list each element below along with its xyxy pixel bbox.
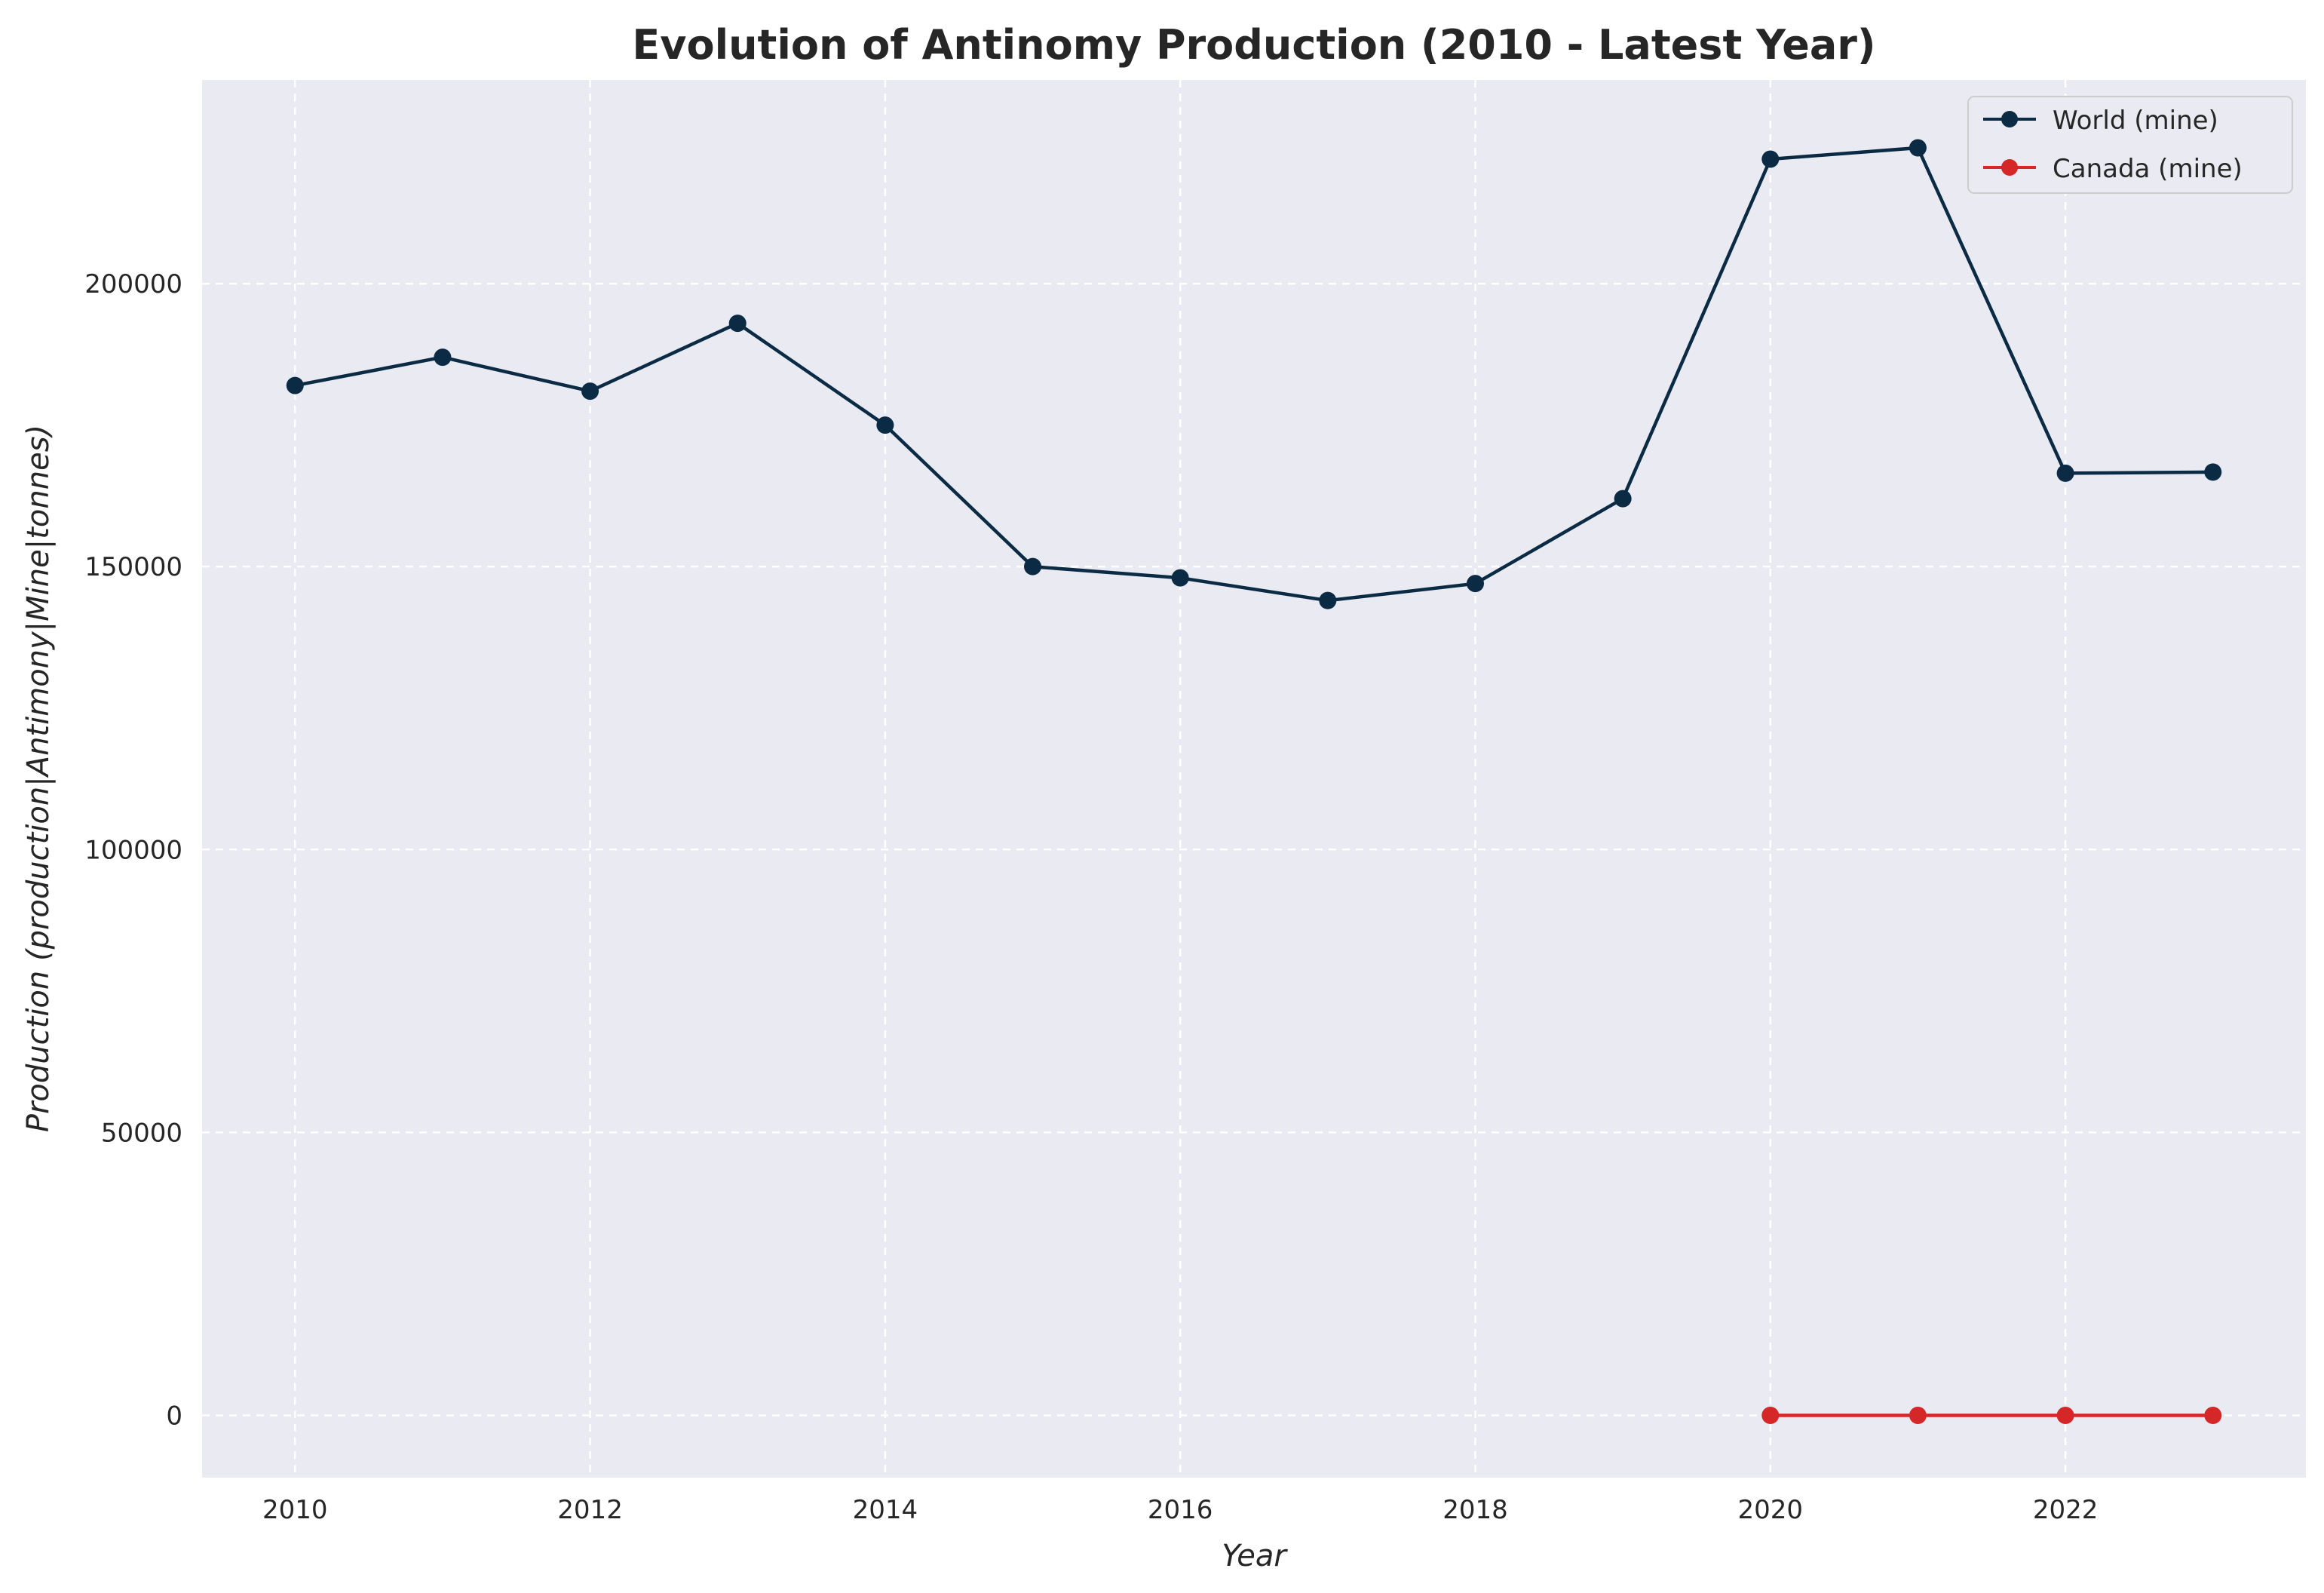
y-tick-label: 50000	[101, 1118, 182, 1148]
y-tick-label: 100000	[84, 835, 182, 865]
series-world	[286, 139, 2222, 609]
data-point	[1614, 490, 1632, 508]
y-tick-label: 200000	[84, 269, 182, 299]
series-line	[294, 146, 2213, 603]
data-point	[876, 416, 894, 434]
x-tick-label: 2018	[1443, 1495, 1508, 1525]
legend-swatch-marker	[2001, 159, 2018, 176]
y-axis-label: Production (production|Antimony|Mine|ton…	[21, 425, 56, 1132]
data-point	[2056, 1406, 2074, 1424]
data-point	[2204, 1406, 2222, 1424]
data-point	[1171, 569, 1189, 587]
legend: World (mine) Canada (mine)	[1967, 96, 2293, 194]
series-group	[286, 139, 2222, 1424]
grid	[202, 80, 2306, 1478]
y-tick-label: 150000	[84, 552, 182, 582]
legend-item-world: World (mine)	[1983, 106, 2218, 136]
x-axis-label: Year	[1222, 1539, 1288, 1573]
x-tick-label: 2020	[1738, 1495, 1804, 1525]
legend-frame	[1967, 96, 2293, 194]
legend-label-world: World (mine)	[2053, 106, 2218, 136]
x-tick-label: 2010	[262, 1495, 328, 1525]
data-point	[581, 382, 599, 401]
data-point	[2056, 464, 2074, 482]
x-tick-label: 2012	[557, 1495, 623, 1525]
chart-title: Evolution of Antinomy Production (2010 -…	[632, 21, 1875, 69]
series-canada	[1761, 1406, 2222, 1424]
data-point	[1761, 1406, 1780, 1424]
data-point	[1909, 1406, 1927, 1424]
data-point	[1909, 139, 1927, 157]
data-point	[1319, 591, 1337, 609]
data-point	[286, 376, 304, 394]
data-point	[434, 348, 452, 367]
tick-labels: 2010 2012 2014 2016 2018 2020 2022 0 50000 100000…	[84, 269, 2098, 1525]
legend-swatch-marker	[2001, 111, 2018, 127]
data-point	[1466, 575, 1484, 593]
data-point	[728, 315, 747, 333]
x-tick-label: 2022	[2033, 1495, 2099, 1525]
legend-item-canada: Canada (mine)	[1983, 154, 2243, 184]
data-point	[1761, 150, 1780, 168]
y-tick-label: 0	[166, 1401, 182, 1431]
legend-label-canada: Canada (mine)	[2053, 154, 2243, 184]
data-point	[1024, 557, 1042, 576]
plot-area	[202, 80, 2306, 1478]
x-tick-label: 2016	[1148, 1495, 1213, 1525]
data-point	[2204, 463, 2222, 481]
x-tick-label: 2014	[853, 1495, 918, 1525]
